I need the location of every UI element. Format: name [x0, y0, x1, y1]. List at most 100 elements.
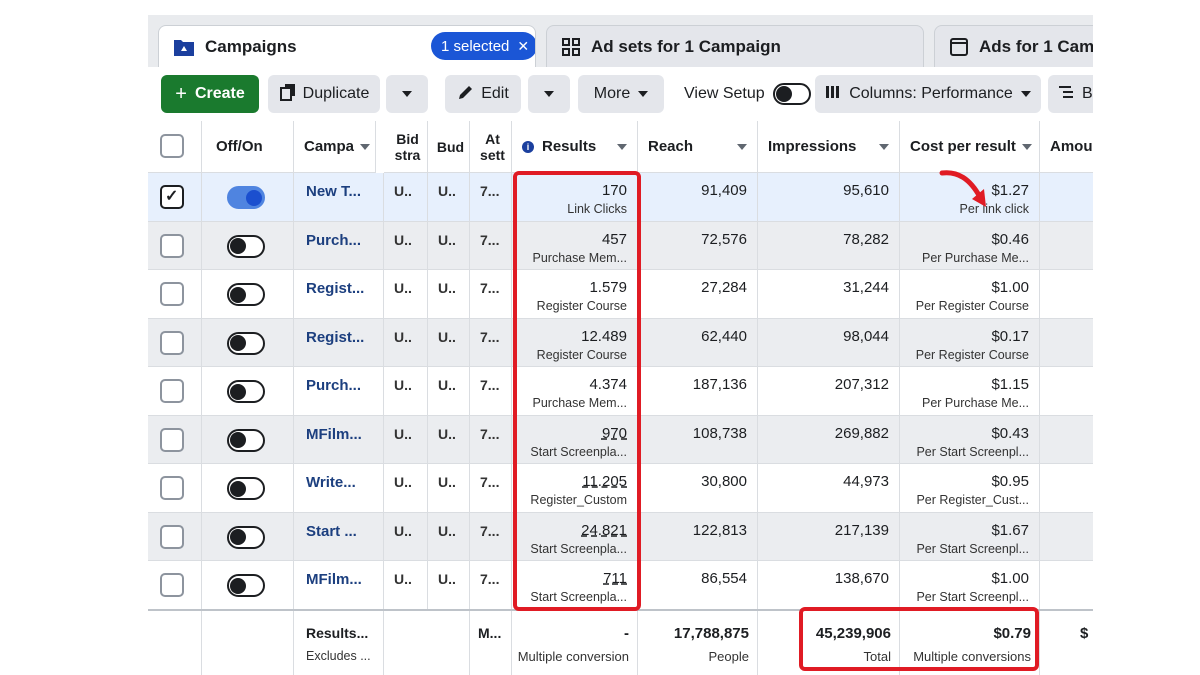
duplicate-button[interactable]: Duplicate: [268, 75, 380, 113]
impressions-cell: 44,973: [758, 464, 900, 512]
table-row[interactable]: Regist... U.. U.. 7... 1.579 Register Course 2…: [148, 270, 1093, 319]
attribution-cell: 7...: [470, 221, 512, 269]
row-checkbox[interactable]: [160, 185, 184, 209]
header-campaign[interactable]: Campa: [294, 121, 376, 173]
view-setup-control[interactable]: View Setup: [684, 75, 811, 113]
row-toggle-cell: [202, 464, 294, 512]
tab-ads[interactable]: Ads for 1 Camp: [934, 25, 1093, 67]
campaign-toggle[interactable]: [227, 186, 265, 209]
campaign-name-link[interactable]: Regist...: [306, 328, 365, 346]
results-value: 11.205: [582, 473, 627, 490]
duplicate-dropdown-button[interactable]: [386, 75, 428, 113]
breakdown-label: B: [1082, 85, 1093, 102]
summary-attribution: M...: [478, 625, 502, 641]
bid-strategy-cell: U..: [384, 367, 428, 415]
campaign-name-link[interactable]: MFilm...: [306, 571, 362, 588]
header-off-on[interactable]: Off/On: [202, 121, 294, 173]
cost-per-result-value: $0.95: [991, 473, 1029, 490]
header-budget[interactable]: Bud: [428, 121, 470, 173]
attribution-value: 7...: [480, 280, 500, 296]
summary-attribution-cell: M...: [470, 611, 512, 675]
tab-campaigns[interactable]: Campaigns 1 selected ✕: [158, 25, 536, 67]
cost-per-result-type: Per Purchase Me...: [922, 396, 1029, 410]
header-impressions[interactable]: Impressions: [758, 121, 900, 173]
duplicate-icon: [279, 83, 297, 106]
campaign-name-link[interactable]: Purch...: [306, 377, 362, 394]
table-row[interactable]: Start ... U.. U.. 7... 24.821 Start Screenpla…: [148, 512, 1093, 561]
create-label: Create: [194, 85, 245, 102]
campaign-toggle[interactable]: [227, 380, 265, 403]
edit-dropdown-button[interactable]: [528, 75, 570, 113]
campaign-toggle[interactable]: [227, 574, 265, 597]
folder-icon: [173, 37, 195, 57]
campaign-toggle[interactable]: [227, 477, 265, 500]
table-row[interactable]: Purch... U.. U.. 7... 457 Purchase Mem... 72,5…: [148, 221, 1093, 270]
results-cell: 170 Link Clicks: [512, 173, 638, 221]
edit-button[interactable]: Edit: [445, 75, 521, 113]
budget-cell: U..: [428, 367, 470, 415]
cost-per-result-cell: $1.00 Per Register Course: [900, 270, 1040, 318]
campaign-toggle[interactable]: [227, 428, 265, 452]
chevron-down-icon: [617, 143, 627, 150]
row-checkbox[interactable]: [160, 233, 184, 258]
more-button[interactable]: More: [578, 75, 664, 113]
table-row[interactable]: MFilm... U.. U.. 7... 711 Start Screenpla... 8…: [148, 561, 1093, 610]
header-reach[interactable]: Reach: [638, 121, 758, 173]
campaign-name-link[interactable]: Start ...: [306, 522, 357, 540]
row-checkbox[interactable]: [160, 573, 184, 597]
campaign-name-link[interactable]: Write...: [306, 474, 356, 491]
header-attribution[interactable]: At sett: [470, 121, 512, 173]
summary-results-cell: - Multiple conversion: [512, 611, 638, 675]
table-row[interactable]: Write... U.. U.. 7... 11.205 Register_Custom 3…: [148, 464, 1093, 513]
selected-count-pill[interactable]: 1 selected ✕: [431, 32, 535, 60]
campaign-name-cell: New T...: [294, 173, 384, 221]
campaign-toggle[interactable]: [227, 234, 265, 258]
bid-strategy-cell: U..: [384, 318, 428, 366]
view-setup-toggle[interactable]: [772, 83, 811, 105]
header-attribution-label: At sett: [480, 130, 505, 163]
row-checkbox[interactable]: [160, 427, 184, 452]
campaign-name-link[interactable]: MFilm...: [306, 425, 362, 443]
campaign-toggle[interactable]: [227, 525, 265, 549]
summary-name-sub: Excludes ...: [306, 649, 371, 663]
header-bid-strategy[interactable]: Bid stra: [384, 121, 428, 173]
campaigns-table: Off/On Campa Bid stra Bud At sett i Resu…: [148, 121, 1093, 675]
row-checkbox[interactable]: [160, 524, 184, 549]
create-button[interactable]: + Create: [161, 75, 259, 113]
columns-icon: [825, 84, 841, 105]
cost-per-result-value: $0.43: [991, 424, 1029, 442]
campaign-name-link[interactable]: New T...: [306, 183, 362, 200]
campaign-name-link[interactable]: Purch...: [306, 231, 362, 249]
campaign-name-link[interactable]: Regist...: [306, 280, 365, 297]
table-row[interactable]: New T... U.. U.. 7... 170 Link Clicks 91,409 95…: [148, 173, 1093, 222]
table-row[interactable]: Purch... U.. U.. 7... 4.374 Purchase Mem... 18…: [148, 367, 1093, 416]
reach-value: 86,554: [701, 570, 747, 587]
results-cell: 12.489 Register Course: [512, 318, 638, 366]
select-all-checkbox[interactable]: [160, 134, 184, 158]
impressions-cell: 95,610: [758, 173, 900, 221]
summary-reach-sub: People: [708, 649, 749, 664]
row-checkbox[interactable]: [160, 379, 184, 403]
campaign-name-cell: Start ...: [294, 512, 384, 560]
row-toggle-cell: [202, 221, 294, 269]
close-icon[interactable]: ✕: [517, 37, 530, 54]
campaign-toggle[interactable]: [227, 283, 265, 306]
header-amount-spent[interactable]: Amour: [1040, 121, 1093, 173]
table-summary-row: Results... Excludes ... M... - Multiple …: [148, 609, 1093, 675]
header-impressions-label: Impressions: [768, 138, 857, 155]
cost-per-result-cell: $1.27 Per link click: [900, 173, 1040, 221]
row-checkbox[interactable]: [160, 476, 184, 500]
plus-icon: +: [175, 82, 187, 105]
table-row[interactable]: Regist... U.. U.. 7... 12.489 Register Course…: [148, 318, 1093, 367]
campaign-toggle[interactable]: [227, 331, 265, 355]
header-cost-per-result[interactable]: Cost per result: [900, 121, 1040, 173]
tab-ad-sets[interactable]: Ad sets for 1 Campaign: [546, 25, 924, 67]
reach-cell: 62,440: [638, 318, 758, 366]
header-results[interactable]: i Results: [512, 121, 638, 173]
table-row[interactable]: MFilm... U.. U.. 7... 970 Start Screenpla... 1…: [148, 415, 1093, 464]
breakdown-button[interactable]: B: [1048, 75, 1093, 113]
columns-button[interactable]: Columns: Performance: [815, 75, 1041, 113]
row-checkbox[interactable]: [160, 282, 184, 306]
row-checkbox[interactable]: [160, 330, 184, 355]
duplicate-label: Duplicate: [302, 85, 370, 102]
